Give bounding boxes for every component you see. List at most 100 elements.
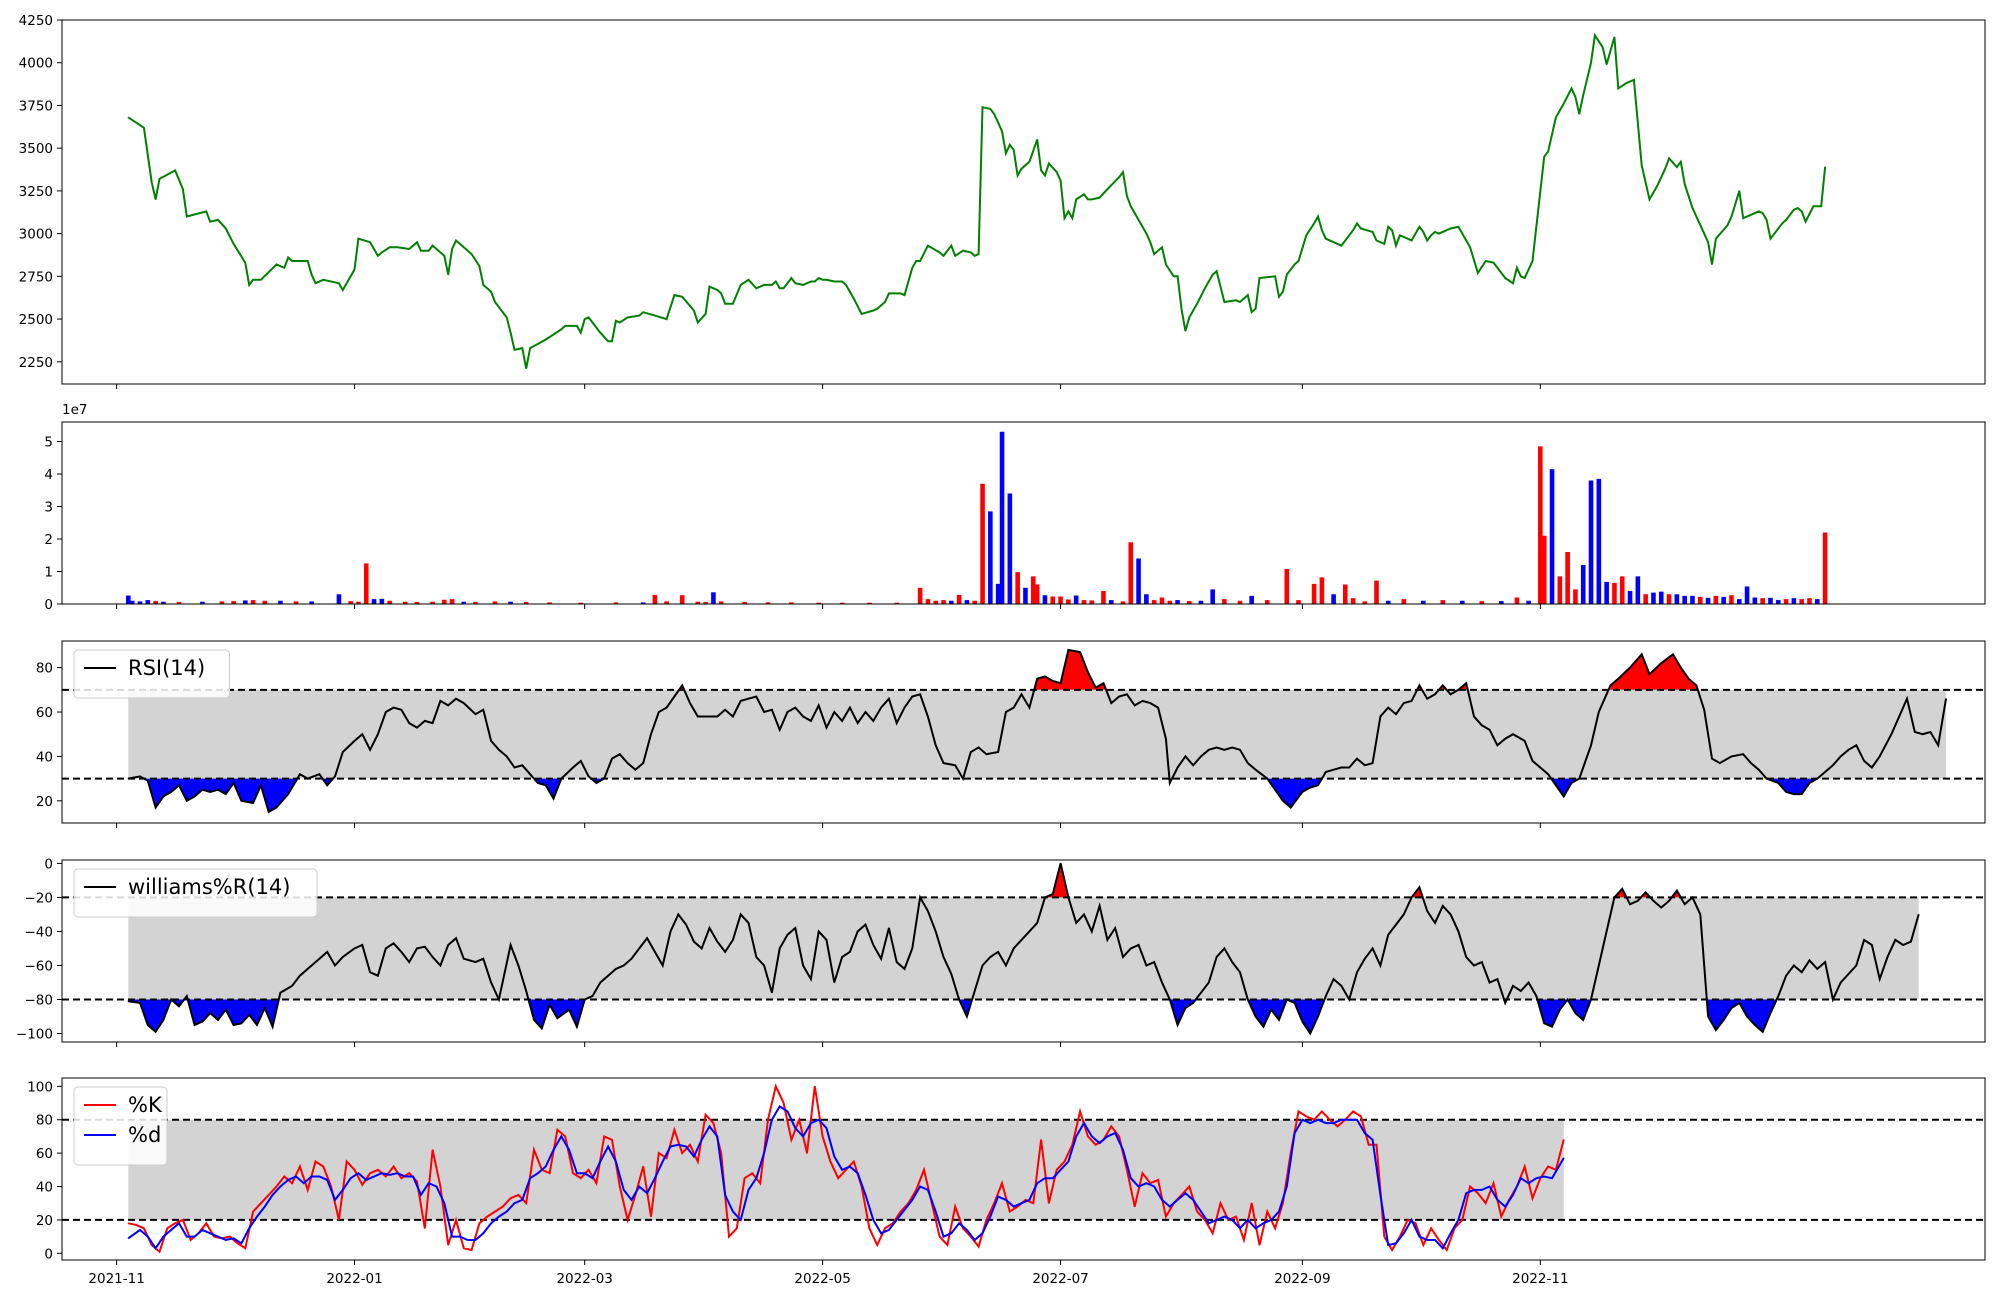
price-point (1204, 287, 1206, 289)
price-point (521, 347, 523, 349)
volume-bar (1128, 542, 1134, 604)
price-point (939, 251, 941, 254)
rsi-point (1239, 749, 1241, 751)
d-line-point (1325, 1122, 1327, 1124)
d-line-point (147, 1236, 149, 1238)
price-point (1313, 222, 1315, 224)
d-line-point (958, 1222, 960, 1224)
price-point (451, 248, 453, 250)
price-point (174, 169, 176, 171)
price-point (1173, 275, 1175, 277)
d-line-point (1496, 1199, 1499, 1201)
williams-point (318, 958, 321, 960)
y-tick-label: 5 (44, 435, 53, 451)
price-point (1613, 36, 1616, 38)
williams-point (439, 964, 441, 967)
y-tick-label: −20 (25, 890, 54, 906)
volume-bar (1736, 599, 1742, 604)
williams-point (1730, 1007, 1733, 1009)
rsi-point (1290, 806, 1292, 809)
volume-bar (309, 601, 314, 604)
d-line-point (1286, 1185, 1288, 1188)
volume-bar (1596, 478, 1602, 604)
k-line-point (814, 1085, 816, 1087)
williams-point (591, 995, 594, 997)
d-line-point (1434, 1239, 1436, 1241)
williams-point (1215, 956, 1218, 958)
volume-bar (293, 601, 299, 604)
d-line-point (225, 1239, 227, 1241)
k-line-point (1165, 1215, 1167, 1218)
volume-bar (1042, 595, 1048, 604)
williams-point (1676, 890, 1678, 892)
rsi-point (1863, 760, 1865, 762)
d-line-point (1239, 1227, 1241, 1229)
rsi-point (1309, 786, 1311, 789)
d-line-point (451, 1236, 453, 1238)
volume-bar (523, 602, 529, 604)
rsi-point (642, 762, 644, 764)
d-line-point (127, 1237, 129, 1239)
d-line-point (1543, 1175, 1545, 1178)
rsi-point (1539, 766, 1541, 769)
rsi-point (1687, 678, 1690, 680)
rsi-point (849, 706, 851, 709)
price-point (580, 332, 582, 334)
williams-point (724, 951, 726, 953)
volume-bar (1814, 599, 1820, 604)
volume-bar (1186, 601, 1192, 604)
k-line-point (268, 1194, 270, 1196)
plot-area (62, 648, 1985, 814)
price-point (665, 318, 668, 320)
rsi-point (147, 780, 149, 782)
k-line-point (205, 1222, 207, 1224)
rsi-point (681, 684, 683, 686)
williams-point (1590, 998, 1592, 1001)
volume-bar (461, 601, 467, 604)
rsi-point (307, 778, 309, 780)
rsi-point (392, 706, 395, 709)
d-line-point (552, 1149, 555, 1151)
price-point (654, 315, 656, 317)
d-line-point (1535, 1177, 1538, 1179)
k-line-point (728, 1236, 730, 1238)
d-line-point (779, 1105, 781, 1107)
volume-bar (231, 601, 236, 604)
price-point (158, 178, 161, 180)
rsi-point (1598, 711, 1600, 713)
rsi-point (1711, 758, 1713, 760)
volume-bar (1721, 596, 1726, 604)
d-line-point (1137, 1185, 1140, 1188)
williams-point (342, 956, 344, 958)
williams-point (1715, 1029, 1717, 1031)
x-tick-label: 2022-05 (794, 1271, 850, 1287)
d-line-point (1044, 1177, 1046, 1179)
k-line-point (314, 1160, 317, 1163)
k-line-point (439, 1185, 441, 1188)
williams-point (677, 913, 679, 916)
volume-bar (718, 601, 724, 604)
rsi-point (287, 793, 289, 795)
volume-bar (1549, 469, 1555, 604)
rsi-point (1005, 711, 1007, 713)
volume-bar (652, 594, 658, 604)
rsi-point (334, 775, 336, 777)
rsi-point (408, 722, 410, 724)
price-point (970, 251, 972, 254)
k-line-point (517, 1194, 519, 1196)
d-line-point (318, 1175, 321, 1178)
rsi-point (1578, 778, 1580, 780)
price-point (989, 108, 991, 110)
rsi-point (424, 720, 426, 722)
williams-point (139, 1002, 141, 1004)
williams-point (1013, 947, 1015, 950)
d-line-point (513, 1202, 516, 1204)
williams-point (1286, 998, 1288, 1001)
d-line-point (802, 1135, 804, 1138)
volume-bar (695, 601, 701, 604)
d-line-point (794, 1127, 796, 1129)
rsi-point (1898, 715, 1900, 718)
price-point (1188, 316, 1190, 318)
rsi-point (595, 782, 597, 784)
rsi-point (1570, 782, 1573, 784)
